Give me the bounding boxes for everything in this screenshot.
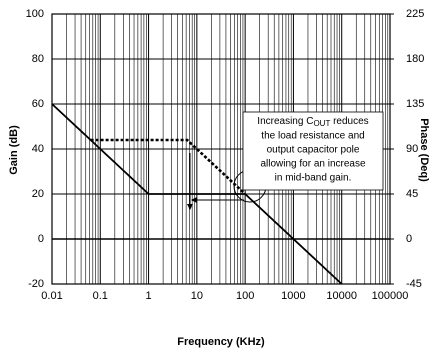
annotation-subscript: OUT <box>313 119 330 128</box>
y-axis-label: Gain (dB) <box>8 125 20 175</box>
annotation-box <box>242 111 384 191</box>
annotation-text: Increasing C <box>257 116 313 127</box>
x-tick-label: 1 <box>146 290 152 302</box>
y-tick-label: 100 <box>26 8 44 20</box>
y-tick-label: -20 <box>28 278 44 290</box>
y2-axis-label: Phase (Deq) <box>418 118 430 182</box>
y-tick-label: 20 <box>32 188 44 200</box>
y2-tick-label: 180 <box>406 53 424 65</box>
data-line <box>90 138 247 195</box>
x-tick-label: 0.1 <box>93 290 108 302</box>
annotation-text: allowing for an increase <box>260 159 365 170</box>
y2-tick-label: 90 <box>406 143 418 155</box>
annotation-text: in mid-band gain. <box>275 173 352 184</box>
data-line <box>51 103 343 285</box>
x-tick-label: 100 <box>236 290 254 302</box>
x-tick-label: 0.01 <box>41 290 62 302</box>
x-tick-label: 10000 <box>326 290 357 302</box>
y-tick-label: 40 <box>32 143 44 155</box>
y2-tick-label: -45 <box>406 278 422 290</box>
x-tick-label: 1000 <box>281 290 305 302</box>
plot-frame <box>51 13 391 285</box>
annotation-text: output capacitor pole <box>267 145 360 156</box>
annotation-text: the load resistance and <box>261 131 364 142</box>
y-tick-label: 60 <box>32 98 44 110</box>
x-tick-label: 10 <box>191 290 203 302</box>
annotation-text: Increasing COUT reduces <box>257 116 368 128</box>
x-tick-label: 100000 <box>372 290 409 302</box>
annotation-text: reduces <box>330 116 368 127</box>
x-axis-label: Frequency (KHz) <box>177 336 265 348</box>
y2-tick-label: 135 <box>406 98 424 110</box>
y2-tick-label: 0 <box>406 233 412 245</box>
y-tick-label: 80 <box>32 53 44 65</box>
y2-tick-label: 225 <box>406 8 424 20</box>
y2-tick-label: 45 <box>406 188 418 200</box>
y-tick-label: 0 <box>38 233 44 245</box>
